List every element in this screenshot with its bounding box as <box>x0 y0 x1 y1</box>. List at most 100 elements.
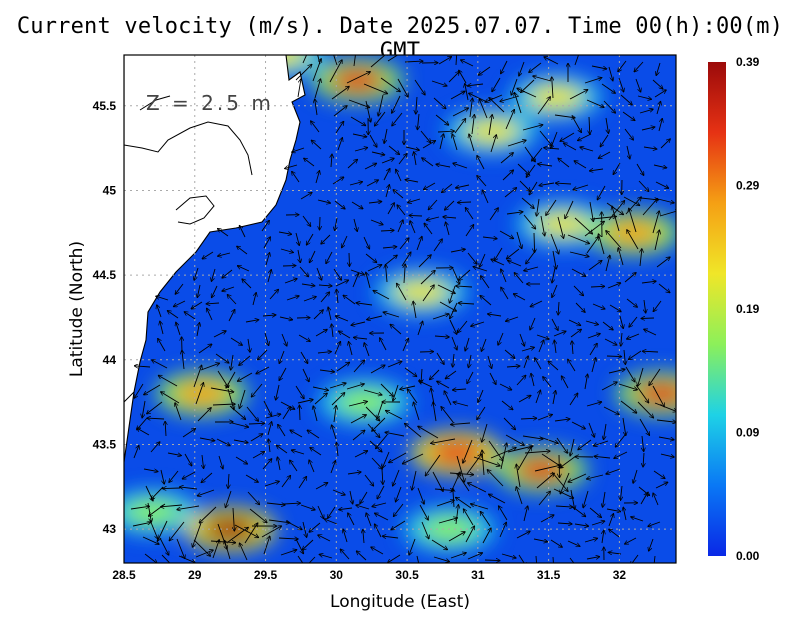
velocity-arrow <box>149 519 158 539</box>
velocity-arrow <box>279 367 287 381</box>
velocity-arrow <box>500 153 513 164</box>
velocity-arrow <box>556 437 568 453</box>
velocity-arrow <box>536 334 549 339</box>
velocity-arrow <box>391 520 406 530</box>
velocity-arrow <box>643 147 657 149</box>
velocity-arrow <box>267 270 271 283</box>
velocity-arrow <box>516 464 521 488</box>
velocity-arrow <box>450 91 465 100</box>
velocity-arrow <box>152 360 168 369</box>
velocity-arrow <box>656 62 661 76</box>
velocity-arrow <box>574 161 587 169</box>
velocity-arrow <box>202 454 204 469</box>
velocity-arrow <box>309 522 321 532</box>
y-tick-label: 43 <box>103 522 117 536</box>
velocity-arrow <box>299 266 309 277</box>
velocity-arrow <box>364 474 374 486</box>
velocity-arrow <box>586 99 604 107</box>
velocity-arrow <box>334 200 345 209</box>
velocity-arrow <box>653 300 662 312</box>
velocity-arrow <box>529 62 542 73</box>
velocity-arrow <box>656 257 670 268</box>
velocity-arrow <box>142 536 159 544</box>
velocity-arrow <box>318 285 332 286</box>
velocity-arrow <box>176 538 185 559</box>
velocity-arrow <box>331 154 332 168</box>
velocity-arrow <box>302 368 309 382</box>
velocity-arrow <box>386 411 403 420</box>
plot-area: Z = 2.5 m <box>123 54 677 564</box>
velocity-arrow <box>471 504 489 510</box>
velocity-arrow <box>603 100 616 113</box>
velocity-arrow <box>414 79 425 95</box>
velocity-arrow <box>328 307 332 321</box>
velocity-arrow <box>252 293 256 306</box>
velocity-arrow <box>370 55 389 68</box>
velocity-arrow <box>615 434 626 447</box>
velocity-arrow <box>167 452 181 456</box>
velocity-arrow <box>388 554 401 563</box>
velocity-arrow <box>508 261 522 267</box>
velocity-arrow <box>317 505 324 519</box>
velocity-arrow <box>393 384 399 401</box>
colorbar-tick-label: 0.09 <box>736 426 760 440</box>
velocity-arrow <box>173 300 186 307</box>
velocity-arrow <box>335 217 337 231</box>
velocity-arrow <box>609 529 620 538</box>
velocity-arrow <box>639 109 653 114</box>
velocity-arrow <box>418 255 431 268</box>
velocity-arrow <box>340 549 350 560</box>
velocity-arrow <box>561 376 569 389</box>
velocity-arrow <box>489 98 505 113</box>
velocity-arrow <box>387 55 399 62</box>
velocity-arrow <box>184 453 192 466</box>
velocity-arrow <box>499 522 506 538</box>
velocity-arrow <box>482 423 488 442</box>
velocity-arrow <box>364 343 370 357</box>
y-tick-label: 45 <box>103 183 117 197</box>
velocity-arrow <box>503 417 516 430</box>
velocity-arrow <box>451 336 457 350</box>
velocity-arrow <box>239 225 246 238</box>
velocity-arrow <box>554 419 570 421</box>
velocity-arrow <box>640 249 642 267</box>
velocity-arrow <box>600 134 609 147</box>
velocity-arrow <box>539 130 552 146</box>
velocity-arrow <box>485 94 503 102</box>
velocity-arrow <box>159 537 169 555</box>
velocity-arrow <box>295 64 312 81</box>
velocity-arrow <box>432 314 449 320</box>
velocity-arrow <box>312 386 328 390</box>
velocity-arrow <box>377 485 385 499</box>
velocity-arrow <box>352 133 367 137</box>
velocity-arrow <box>158 520 168 541</box>
velocity-arrow <box>350 116 366 126</box>
velocity-arrow <box>303 297 316 302</box>
velocity-arrow <box>215 353 229 363</box>
velocity-arrow <box>620 400 637 413</box>
velocity-arrow <box>638 367 644 386</box>
velocity-arrow <box>422 141 436 149</box>
velocity-arrow <box>222 269 233 278</box>
velocity-arrow <box>608 369 625 374</box>
velocity-arrow <box>553 488 574 498</box>
velocity-arrow <box>265 414 281 419</box>
velocity-arrow <box>368 202 382 204</box>
velocity-arrow <box>242 279 252 289</box>
velocity-arrow <box>608 66 613 81</box>
velocity-arrow <box>516 531 530 539</box>
velocity-arrow <box>500 443 507 470</box>
velocity-arrow <box>211 268 216 281</box>
velocity-arrow <box>180 487 198 489</box>
velocity-arrow <box>330 461 336 474</box>
velocity-arrow <box>339 331 351 339</box>
velocity-arrow <box>351 321 366 325</box>
velocity-arrow <box>280 550 297 556</box>
velocity-arrow <box>200 363 220 371</box>
velocity-arrow <box>333 55 338 66</box>
velocity-arrow <box>290 460 298 472</box>
velocity-arrow <box>636 163 644 175</box>
velocity-arrow <box>656 419 676 422</box>
velocity-arrow <box>522 125 543 131</box>
velocity-arrow <box>618 383 637 390</box>
